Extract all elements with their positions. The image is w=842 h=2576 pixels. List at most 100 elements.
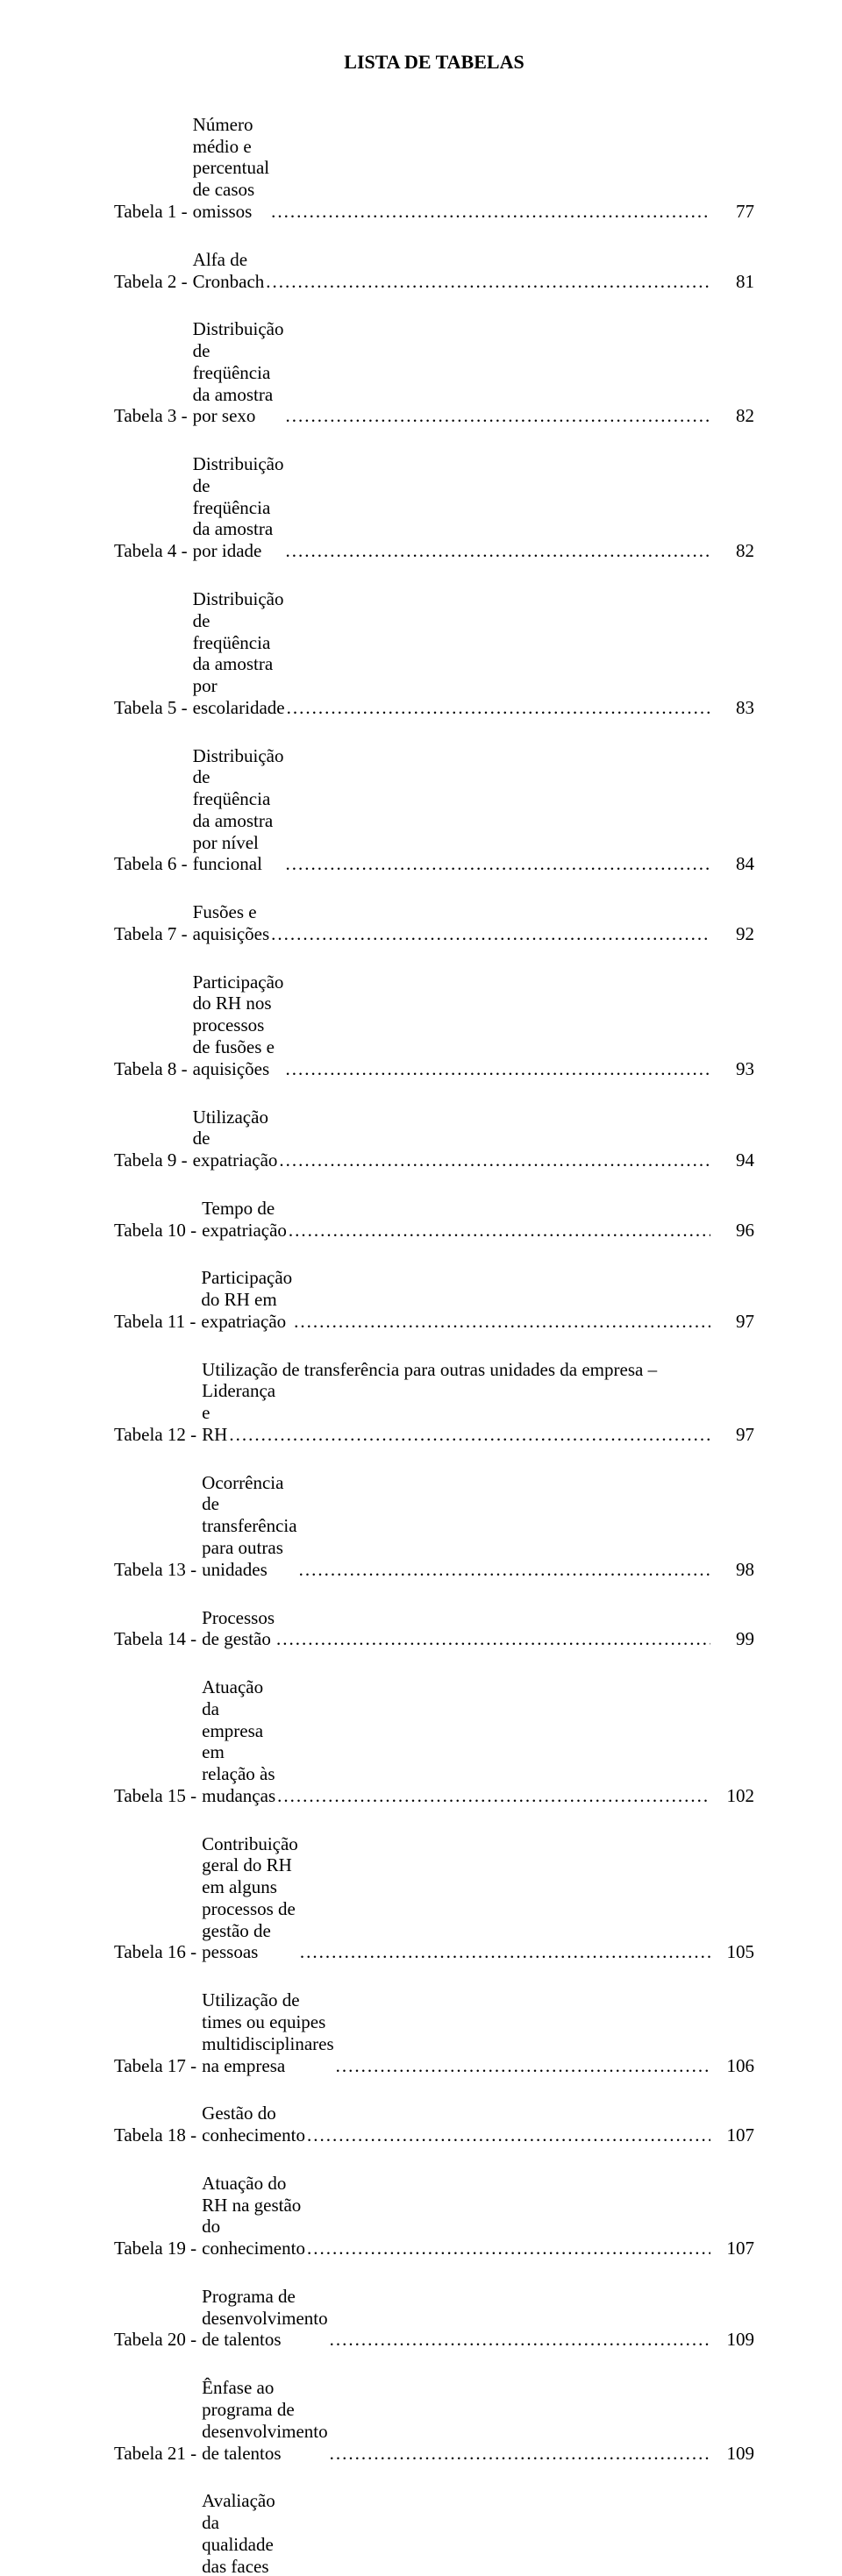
- toc-row: Tabela 18 -Gestão do conhecimento.......…: [114, 2103, 754, 2146]
- toc-row-desc-line: Utilização de transferência para outras …: [202, 1359, 710, 1403]
- toc-row-desc-line: Processos de gestão: [202, 1607, 275, 1651]
- dot-leader: ........................................…: [285, 697, 710, 719]
- toc-row-desc-line: Número médio e percentual de casos omiss…: [193, 114, 269, 223]
- toc-row-page: 98: [710, 1559, 754, 1581]
- toc-row: Tabela 14 -Processos de gestão..........…: [114, 1607, 754, 1651]
- toc-row-desc-line: Distribuição de freqüência da amostra po…: [193, 318, 284, 427]
- toc-row: Tabela 20 -Programa de desenvolvimento d…: [114, 2286, 754, 2351]
- toc-row-desc-line: Alfa de Cronbach: [193, 249, 265, 293]
- toc-row-label: Tabela 13 -: [114, 1559, 202, 1581]
- toc-row-label: Tabela 5 -: [114, 697, 193, 719]
- toc-row-page: 82: [710, 540, 754, 562]
- toc-row-page: 109: [710, 2443, 754, 2465]
- toc-row-desc-line: Atuação da empresa em relação às mudança…: [202, 1676, 275, 1807]
- toc-row: Tabela 10 -Tempo de expatriação.........…: [114, 1198, 754, 1242]
- toc-row-page: 105: [710, 1941, 754, 1963]
- toc-row-desc-line: Participação do RH em expatriação: [201, 1267, 292, 1332]
- toc-row-label: Tabela 19 -: [114, 2238, 202, 2259]
- toc-row-desc: Alfa de Cronbach........................…: [193, 249, 710, 293]
- toc-row-desc: Distribuição de freqüência da amostra po…: [193, 318, 710, 427]
- toc-row: Tabela 7 -Fusões e aquisições...........…: [114, 901, 754, 945]
- toc-row-desc-line: Distribuição de freqüência da amostra po…: [193, 588, 285, 719]
- toc-row-desc-line: Atuação do RH na gestão do conhecimento: [202, 2173, 305, 2259]
- toc-row-label: Tabela 9 -: [114, 1149, 193, 1171]
- toc-row-label: Tabela 7 -: [114, 923, 193, 945]
- toc-row: Tabela 6 -Distribuição de freqüência da …: [114, 745, 754, 876]
- toc-row-page: 102: [710, 1785, 754, 1807]
- toc-row-label: Tabela 14 -: [114, 1628, 202, 1650]
- page-title: LISTA DE TABELAS: [114, 51, 754, 74]
- toc-row-label: Tabela 21 -: [114, 2443, 202, 2465]
- toc-row-page: 106: [710, 2055, 754, 2077]
- toc-row: Tabela 13 -Ocorrência de transferência p…: [114, 1472, 754, 1581]
- dot-leader: ........................................…: [283, 853, 710, 875]
- dot-leader: ........................................…: [277, 1149, 710, 1171]
- toc-row-label: Tabela 3 -: [114, 405, 193, 427]
- toc-row-label: Tabela 8 -: [114, 1058, 193, 1080]
- toc-row: Tabela 12 -Utilização de transferência p…: [114, 1359, 754, 1446]
- toc-row-label: Tabela 18 -: [114, 2124, 202, 2146]
- toc-row-desc: Utilização de times ou equipes multidisc…: [202, 1989, 710, 2076]
- toc-row-page: 77: [710, 201, 754, 223]
- toc-row-label: Tabela 12 -: [114, 1424, 202, 1446]
- toc-row-desc: Ênfase ao programa de desenvolvimento de…: [202, 2377, 710, 2464]
- toc-row-desc: Distribuição de freqüência da amostra po…: [193, 588, 710, 719]
- toc-row-desc: Programa de desenvolvimento de talentos.…: [202, 2286, 710, 2351]
- toc-row-desc-line: Contribuição geral do RH em alguns proce…: [202, 1833, 298, 1964]
- toc-row: Tabela 19 -Atuação do RH na gestão do co…: [114, 2173, 754, 2259]
- toc-row-label: Tabela 15 -: [114, 1785, 202, 1807]
- toc-row-page: 109: [710, 2329, 754, 2351]
- toc-row-label: Tabela 6 -: [114, 853, 193, 875]
- toc-row-desc: Distribuição de freqüência da amostra po…: [193, 453, 710, 562]
- dot-leader: ........................................…: [283, 405, 710, 427]
- toc-row: Tabela 11 -Participação do RH em expatri…: [114, 1267, 754, 1332]
- toc-row-page: 92: [710, 923, 754, 945]
- table-of-tables: Tabela 1 -Número médio e percentual de c…: [114, 114, 754, 2576]
- toc-row: Tabela 5 -Distribuição de freqüência da …: [114, 588, 754, 719]
- dot-leader: ........................................…: [283, 1058, 710, 1080]
- dot-leader: ........................................…: [298, 1941, 710, 1963]
- toc-row-desc-line: Distribuição de freqüência da amostra po…: [193, 745, 284, 876]
- toc-row-desc: Utilização de transferência para outras …: [202, 1359, 710, 1446]
- toc-row-page: 93: [710, 1058, 754, 1080]
- toc-row-desc-line: Utilização de expatriação: [193, 1107, 278, 1171]
- toc-row-desc: Distribuição de freqüência da amostra po…: [193, 745, 710, 876]
- toc-row: Tabela 8 -Participação do RH nos process…: [114, 971, 754, 1080]
- toc-row: Tabela 22 -Avaliação da qualidade das fa…: [114, 2490, 754, 2576]
- dot-leader: ........................................…: [275, 1628, 710, 1650]
- toc-row-label: Tabela 17 -: [114, 2055, 202, 2077]
- toc-row: Tabela 16 -Contribuição geral do RH em a…: [114, 1833, 754, 1964]
- toc-row: Tabela 9 -Utilização de expatriação.....…: [114, 1107, 754, 1171]
- toc-row-desc: Participação do RH em expatriação.......…: [201, 1267, 710, 1332]
- toc-row: Tabela 21 -Ênfase ao programa de desenvo…: [114, 2377, 754, 2464]
- toc-row-desc-line: Distribuição de freqüência da amostra po…: [193, 453, 284, 562]
- dot-leader: ........................................…: [287, 1220, 710, 1242]
- toc-row-page: 107: [710, 2238, 754, 2259]
- toc-row-desc-line: Ocorrência de transferência para outras …: [202, 1472, 296, 1581]
- toc-row: Tabela 1 -Número médio e percentual de c…: [114, 114, 754, 223]
- toc-row-page: 84: [710, 853, 754, 875]
- toc-row: Tabela 15 -Atuação da empresa em relação…: [114, 1676, 754, 1807]
- dot-leader: ........................................…: [269, 923, 710, 945]
- dot-leader: ........................................…: [275, 1785, 710, 1807]
- toc-row-page: 94: [710, 1149, 754, 1171]
- toc-row-page: 99: [710, 1628, 754, 1650]
- toc-row: Tabela 3 -Distribuição de freqüência da …: [114, 318, 754, 427]
- dot-leader: ........................................…: [269, 201, 710, 223]
- toc-row-page: 97: [710, 1311, 754, 1333]
- toc-row-desc: Fusões e aquisições.....................…: [193, 901, 710, 945]
- dot-leader: ........................................…: [305, 2238, 710, 2259]
- dot-leader: ........................................…: [305, 2124, 710, 2146]
- toc-row-desc: Número médio e percentual de casos omiss…: [193, 114, 710, 223]
- dot-leader: ........................................…: [292, 1311, 710, 1333]
- toc-row-page: 96: [710, 1220, 754, 1242]
- toc-row-desc-line: Fusões e aquisições: [193, 901, 269, 945]
- toc-row-desc-line: Utilização de times ou equipes multidisc…: [202, 1989, 333, 2076]
- page-container: LISTA DE TABELAS Tabela 1 -Número médio …: [0, 0, 842, 2576]
- toc-row-label: Tabela 10 -: [114, 1220, 202, 1242]
- toc-row-desc-line: Avaliação da qualidade das faces do RH –…: [202, 2490, 275, 2576]
- toc-row-label: Tabela 16 -: [114, 1941, 202, 1963]
- toc-row: Tabela 17 -Utilização de times ou equipe…: [114, 1989, 754, 2076]
- toc-row-page: 83: [710, 697, 754, 719]
- toc-row-page: 82: [710, 405, 754, 427]
